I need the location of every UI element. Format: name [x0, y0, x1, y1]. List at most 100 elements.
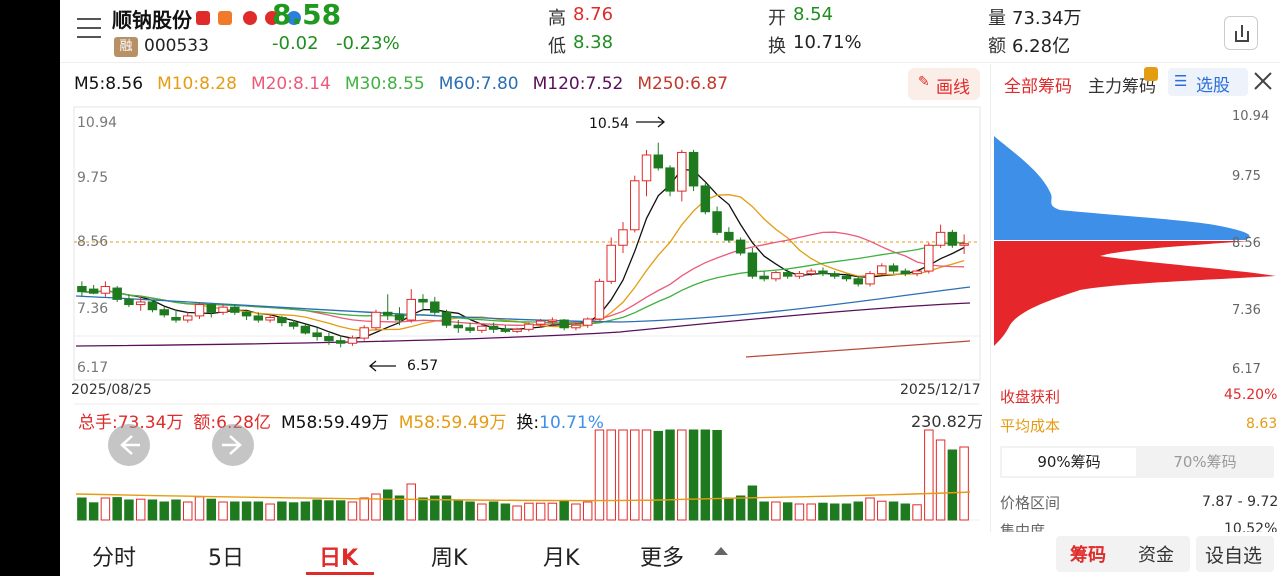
volume-bar [618, 429, 628, 521]
tab-funds[interactable]: 资金 [1138, 545, 1174, 566]
candle-body [724, 231, 734, 241]
ytick-4: 7.36 [77, 301, 109, 317]
volume-bar [924, 429, 934, 521]
kline-frame [73, 106, 981, 381]
turnover-label: 换 [768, 36, 786, 57]
tab-monthly-k[interactable]: 月K [543, 546, 580, 571]
candle-body [288, 322, 299, 327]
volume-bar [912, 504, 922, 521]
candle-body [441, 311, 452, 326]
candle-body [877, 265, 887, 275]
candle-body [677, 151, 687, 192]
volume-bar [441, 495, 452, 521]
tab-chips[interactable]: 筹码 [1070, 545, 1106, 566]
candle-body [253, 315, 264, 321]
candle-body [359, 327, 369, 339]
low-label: 低 [548, 36, 566, 57]
stock-name: 顺钠股份 [112, 8, 192, 32]
candle-body [535, 320, 546, 325]
ma5-line [81, 168, 965, 339]
candle-body [382, 311, 393, 316]
volume-bar [347, 501, 358, 521]
volume-bar [335, 500, 346, 521]
high-label: 高 [548, 8, 566, 29]
volume-bar [888, 501, 899, 521]
volume-bar [535, 502, 546, 521]
triangle-up-icon[interactable] [714, 547, 728, 555]
add-watchlist-button[interactable]: 设自选 [1196, 536, 1274, 572]
volume-bar [947, 449, 958, 521]
volume-bar [206, 498, 217, 521]
chip-tick-4: 7.36 [1232, 303, 1261, 318]
lock-badge-icon [1144, 67, 1158, 81]
candle-body [183, 315, 193, 321]
candle-body [618, 229, 628, 246]
volume-bar [841, 503, 852, 521]
volume-bar [406, 483, 416, 521]
volume-bar [324, 500, 334, 521]
volume-bar [829, 503, 840, 521]
volume-bar [124, 499, 134, 521]
tab-active-indicator [306, 572, 374, 575]
candle-body [924, 244, 934, 272]
menu-icon[interactable] [74, 14, 104, 42]
draw-line-button[interactable]: ✎ 画线 [908, 68, 980, 100]
volume-bar [524, 502, 534, 521]
volume-value: 73.34万 [1012, 8, 1082, 29]
ma120-line [75, 302, 971, 347]
chip-blue-area [994, 136, 1250, 240]
volume-bar [594, 429, 605, 521]
close-icon[interactable] [1252, 70, 1274, 92]
candle-body [912, 270, 922, 275]
tab-weekly-k[interactable]: 周K [431, 546, 468, 571]
volume-bar [630, 429, 640, 521]
volume-max: 230.82万 [911, 412, 983, 431]
ma30-line [81, 242, 965, 325]
volume-bar [582, 501, 593, 521]
volume-bar [382, 489, 393, 521]
volume-bar [265, 503, 275, 521]
end-date: 2025/12/17 [900, 382, 981, 398]
candle-body [700, 185, 711, 213]
candle-body [324, 336, 334, 342]
candle-body [430, 301, 440, 313]
volume-bar [112, 497, 122, 521]
seg-70[interactable]: 70%筹码 [1173, 453, 1237, 471]
margin-badge: 融 [114, 37, 138, 57]
tab-daily-k[interactable]: 日K [319, 546, 359, 571]
volume-bar [865, 497, 875, 521]
volume-bar [218, 501, 228, 521]
candle-body [465, 327, 475, 331]
low-arrow [368, 360, 396, 372]
chip-tick-1: 10.94 [1232, 109, 1270, 124]
candle-body [630, 180, 640, 231]
tab-more[interactable]: 更多 [640, 546, 685, 571]
tab-main-chips[interactable]: 主力筹码 [1088, 77, 1156, 97]
volume-bar [806, 503, 816, 521]
stock-picker-button[interactable]: ☰ 选股 [1168, 68, 1248, 96]
tab-5day[interactable]: 5日 [208, 546, 244, 571]
ma60-label: M60:7.80 [438, 74, 519, 94]
concentration-label: 集中度 [1000, 522, 1046, 532]
tab-intraday[interactable]: 分时 [92, 546, 137, 571]
prev-arrow-button[interactable] [108, 424, 150, 466]
profit-value: 45.20% [1224, 387, 1278, 403]
share-icon[interactable] [1224, 16, 1258, 50]
volume-bar [488, 501, 499, 521]
ma-legend: M5:8.56 M10:8.28 M20:8.14 M30:8.55 M60:7.80 M… [74, 74, 728, 98]
high-value: 8.76 [573, 4, 614, 25]
low-value: 8.38 [573, 32, 614, 53]
open-label: 开 [768, 8, 786, 29]
tab-all-chips[interactable]: 全部筹码 [1004, 77, 1072, 97]
volume-bar [394, 495, 405, 521]
high-annotation: 10.54 [589, 116, 630, 132]
next-arrow-button[interactable] [212, 424, 254, 466]
volume-bar [253, 501, 264, 521]
volume-bar [700, 429, 711, 521]
total-amount: 额:6.28亿 [193, 413, 271, 433]
volume-bar [559, 500, 569, 521]
seg-90[interactable]: 90%筹码 [1002, 448, 1136, 476]
ma30-label: M30:8.55 [344, 74, 425, 94]
add-watchlist-label: 设自选 [1205, 545, 1263, 567]
amount-label: 额 [988, 36, 1006, 57]
